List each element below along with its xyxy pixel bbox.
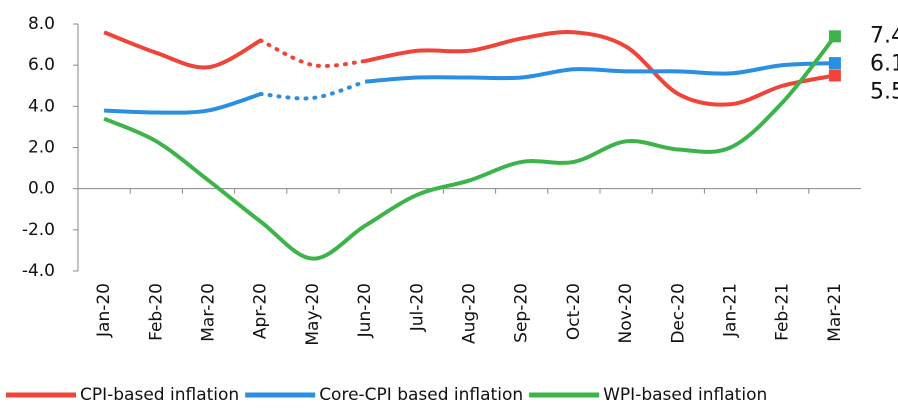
end-label: 7.4 [870,23,898,48]
end-marker [828,57,841,70]
y-tick-label: 4.0 [28,96,55,116]
end-label: 6.1 [870,51,898,76]
y-tick-label: 0.0 [28,179,55,199]
end-marker [828,69,841,82]
x-tick-label: Oct-20 [564,283,584,340]
legend-label: Core-CPI based inflation [319,385,523,405]
x-tick-label: Nov-20 [616,283,636,344]
series-line [103,35,837,261]
x-tick-label: Apr-20 [251,283,271,339]
x-tick-label: May-20 [303,283,323,346]
legend-item: WPI-based inflation [529,385,767,405]
x-tick-label: Mar-21 [825,283,845,342]
legend-item: Core-CPI based inflation [245,385,523,405]
x-tick-label: Mar-20 [199,283,219,342]
legend-label: WPI-based inflation [603,385,767,405]
gap-bridge [258,38,368,68]
legend-label: CPI-based inflation [80,385,239,405]
series-line [364,61,835,84]
y-tick-label: -2.0 [22,220,55,240]
x-tick-label: Jun-20 [355,283,375,338]
x-tick-label: Jul-20 [407,283,427,332]
end-marker [828,30,841,43]
series-line [104,92,262,115]
x-tick-label: Feb-20 [146,283,166,341]
y-tick-label: 2.0 [28,138,55,158]
y-tick-label: 6.0 [28,55,55,75]
gap-bridge [258,79,368,101]
y-tick-label: -4.0 [22,261,55,281]
x-tick-label: Dec-20 [668,283,688,344]
series-line [103,30,262,70]
y-tick-label: 8.0 [28,14,55,34]
end-label: 5.5 [870,79,898,104]
x-tick-label: Aug-20 [460,283,480,344]
legend-item: CPI-based inflation [6,385,239,405]
series-line [364,29,836,107]
x-tick-label: Feb-21 [773,283,793,341]
x-tick-label: Jan-20 [94,283,114,338]
x-tick-label: Sep-20 [512,283,532,343]
x-tick-label: Jan-21 [721,283,741,338]
